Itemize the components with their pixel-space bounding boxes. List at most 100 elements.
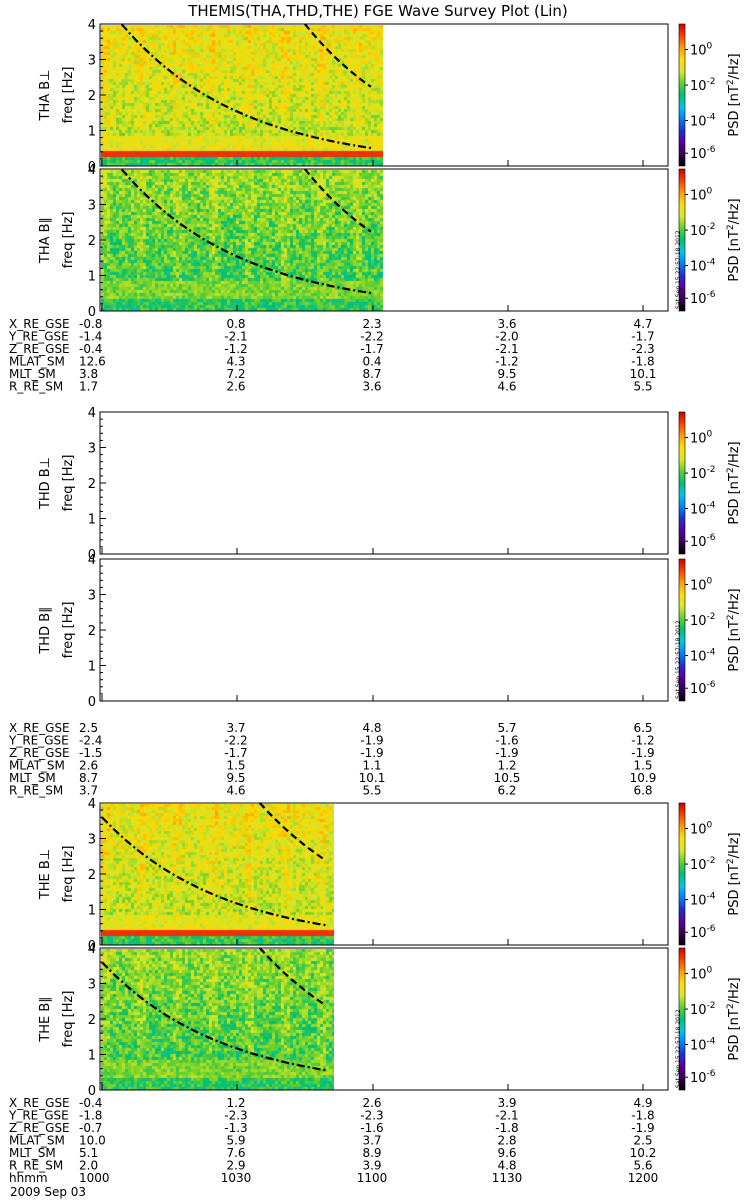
orbit-value: 0.8 [226, 317, 245, 331]
y-tick-label: 0 [88, 695, 96, 710]
colorbar-tick-label: 100 [690, 430, 713, 447]
colorbar-tick-label: 10-6 [690, 1069, 716, 1086]
y-tick-label: 3 [88, 199, 96, 214]
orbit-value: 10.1 [359, 771, 386, 785]
orbit-value: 3.7 [226, 721, 245, 735]
orbit-value: 3.6 [497, 317, 516, 331]
colorbar [678, 802, 686, 946]
orbit-value: 2.3 [362, 317, 381, 331]
orbit-value: -1.8 [495, 1121, 518, 1135]
thd-panel-bperp: 0 1 2 3 4 freq [Hz] THD B⊥ 100 10-2 10-4 10-6 PSD [… [38, 406, 742, 563]
orbit-value: 1.1 [362, 759, 381, 773]
colorbar-tick-label: 10-4 [690, 1037, 716, 1054]
y-tick-label: 1 [88, 513, 96, 528]
orbit-value: 3.8 [79, 367, 98, 381]
orbit-value: -1.2 [224, 342, 247, 356]
y-tick-label: 2 [88, 89, 96, 104]
orbit-value: -1.2 [495, 355, 518, 369]
orbit-value: -2.4 [79, 734, 102, 748]
orbit-value: 2.0 [79, 1159, 98, 1173]
y-tick-label: 0 [88, 939, 96, 954]
orbit-value: 12.6 [79, 355, 106, 369]
colorbar-tick-label: 10-6 [690, 533, 716, 550]
y-tick-label: 3 [88, 54, 96, 69]
orbit-value: -1.7 [360, 342, 383, 356]
thd-panel-label: THD B⊥ [38, 457, 53, 510]
orbit-value: -0.8 [79, 317, 102, 331]
orbit-value: 5.5 [633, 380, 652, 394]
curve-dash [258, 948, 327, 1007]
curve-dash-dot [120, 169, 373, 295]
orbit-value: -1.4 [79, 330, 102, 344]
tha-panel-label: THA B⊥ [38, 70, 53, 122]
orbit-value: -1.2 [631, 734, 654, 748]
y-tick-label: 0 [88, 160, 96, 175]
colorbar-label: PSD [nT2/Hz] [726, 198, 742, 281]
orbit-value: 1.5 [226, 759, 245, 773]
y-tick-label: 4 [88, 797, 96, 812]
orbit-value: 8.7 [79, 771, 98, 785]
y-tick-label: 4 [88, 553, 96, 568]
orbit-value: -2.1 [495, 1109, 518, 1123]
orbit-value: -2.3 [631, 342, 654, 356]
colorbar-tick-label: 10-2 [690, 465, 716, 482]
orbit-value: -1.9 [631, 1121, 654, 1135]
y-tick-label: 4 [88, 406, 96, 421]
orbit-value: -2.2 [360, 330, 383, 344]
orbit-row-label: MLT_SM [9, 1146, 56, 1160]
orbit-value: 2.6 [226, 380, 245, 394]
thd-panel-bpar: 0 1 2 3 4 freq [Hz] THD B∥ 100 10-2 10-4 10-6 PSD [… [38, 553, 742, 710]
orbit-value: 3.6 [362, 380, 381, 394]
curve-dash-dot [101, 816, 328, 927]
y-tick-label: 3 [88, 978, 96, 993]
orbit-value: 4.6 [226, 784, 245, 798]
colorbar-tick-label: 10-4 [690, 501, 716, 518]
orbit-value: -1.6 [360, 1121, 383, 1135]
orbit-value: 2.8 [497, 1134, 516, 1148]
orbit-value: 4.9 [633, 1096, 652, 1110]
orbit-value: 5.6 [633, 1159, 652, 1173]
plot-title: THEMIS(THA,THD,THE) FGE Wave Survey Plot… [187, 2, 568, 20]
orbit-value: -2.3 [360, 1109, 383, 1123]
tha-panel-bpar: 0 1 2 3 4 freq [Hz] THA B∥ 100 10-2 10-4 10-6 PSD [… [38, 163, 742, 320]
orbit-row-label: MLAT_SM [9, 1134, 65, 1148]
orbit-value: 5.9 [226, 1134, 245, 1148]
orbit-value: 2.5 [633, 1134, 652, 1148]
orbit-value: 1130 [492, 1171, 523, 1185]
orbit-value: 7.6 [226, 1146, 245, 1160]
colorbar [678, 947, 686, 1091]
y-tick-label: 4 [88, 18, 96, 33]
y-tick-label: 0 [88, 548, 96, 563]
y-tick-label: 2 [88, 624, 96, 639]
orbit-value: 3.7 [79, 784, 98, 798]
y-tick-label: 3 [88, 589, 96, 604]
orbit-value: 2.6 [79, 759, 98, 773]
y-tick-label: 2 [88, 868, 96, 883]
the-panel-label: THE B∥ [38, 996, 53, 1042]
orbit-value: 1100 [357, 1171, 388, 1185]
orbit-value: 1000 [79, 1171, 110, 1185]
orbit-value: 10.2 [630, 1146, 657, 1160]
orbit-value: -0.4 [79, 342, 102, 356]
orbit-value: -1.8 [631, 1109, 654, 1123]
orbit-value: 10.1 [630, 367, 657, 381]
y-axis-label: freq [Hz] [61, 602, 76, 659]
colorbar-tick-label: 10-6 [690, 145, 716, 162]
colorbar-label: PSD [nT2/Hz] [726, 441, 742, 524]
y-axis-label: freq [Hz] [61, 67, 76, 124]
colorbar-tick-label: 10-4 [690, 258, 716, 275]
orbit-value: -1.8 [631, 355, 654, 369]
orbit-value: 10.5 [494, 771, 521, 785]
y-axis-label: freq [Hz] [61, 212, 76, 269]
orbit-value: 1030 [221, 1171, 252, 1185]
orbit-value: -1.9 [495, 746, 518, 760]
y-tick-label: 3 [88, 442, 96, 457]
orbit-value: 3.9 [497, 1096, 516, 1110]
colorbar-tick-label: 10-6 [690, 924, 716, 941]
orbit-row-label: Y_RE_GSE [8, 734, 69, 748]
orbit-value: 10.9 [630, 771, 657, 785]
colorbar-label: PSD [nT2/Hz] [726, 53, 742, 136]
orbit-value: -2.1 [495, 342, 518, 356]
orbit-row-label: R_RE_SM [9, 1159, 63, 1173]
colorbar [678, 558, 686, 702]
